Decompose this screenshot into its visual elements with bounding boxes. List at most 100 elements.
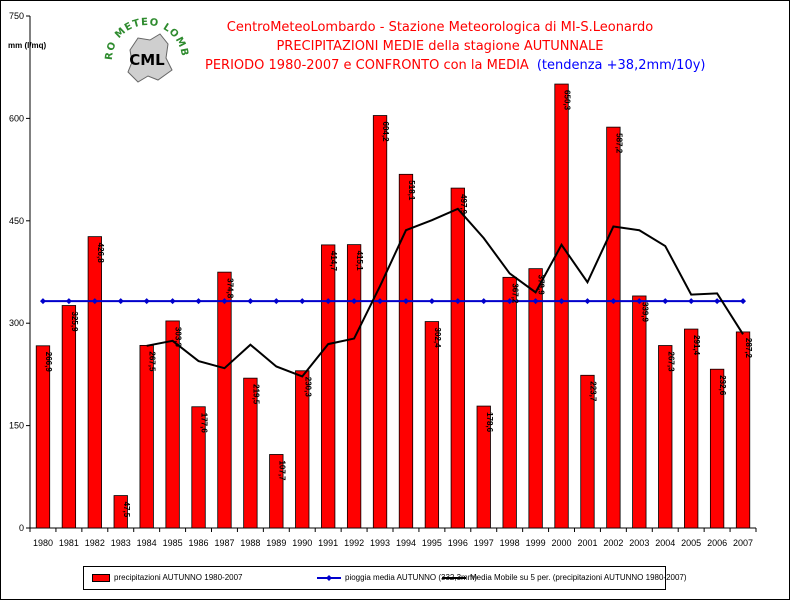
bar-value-label: 518,1 (407, 180, 416, 201)
legend-swatch-mean (317, 574, 341, 582)
legend-label: precipitazioni AUTUNNO 1980-2007 (114, 573, 243, 582)
mean-marker (39, 298, 46, 305)
mean-marker (117, 298, 124, 305)
y-tick-label: 0 (19, 523, 24, 533)
bar-1997 (476, 405, 491, 529)
bar-2002 (606, 126, 621, 529)
bar-value-label: 287,2 (744, 338, 753, 359)
mean-marker (221, 298, 228, 305)
x-tick-label: 1984 (137, 538, 157, 548)
bar-value-label: 266,9 (44, 352, 53, 373)
x-tick-label: 1987 (214, 538, 234, 548)
bar-value-label: 367,2 (511, 283, 520, 304)
y-tick-label: 150 (9, 421, 24, 431)
x-tick-label: 2006 (707, 538, 727, 548)
bar-1983 (113, 495, 128, 529)
bar-1998 (502, 276, 517, 529)
mean-marker (558, 298, 565, 305)
mean-marker (584, 298, 591, 305)
mean-marker (714, 298, 721, 305)
trend-note: (tendenza +38,2mm/10y) (536, 58, 706, 73)
bar-1988 (243, 377, 258, 529)
y-axis-label: mm (l/mq) (8, 41, 47, 50)
bar-value-label: 415,1 (355, 251, 364, 272)
x-tick-label: 2007 (733, 538, 753, 548)
x-tick-label: 2002 (603, 538, 623, 548)
bar-2000 (554, 83, 569, 529)
bar-1982 (87, 236, 102, 529)
bar-2001 (580, 374, 595, 529)
x-tick-label: 1996 (448, 538, 468, 548)
bar-1981 (61, 305, 77, 529)
mean-marker (299, 298, 306, 305)
x-tick-label: 1988 (240, 538, 260, 548)
mean-marker (610, 298, 617, 305)
y-tick-label: 600 (9, 113, 24, 123)
bar-1987 (217, 271, 232, 529)
bar-value-label: 325,9 (70, 312, 79, 333)
bar-value-label: 230,3 (303, 377, 312, 398)
period-text: PERIODO 1980-2007 e CONFRONTO con la MED… (205, 58, 529, 73)
x-tick-label: 1980 (33, 538, 53, 548)
bar-value-label: 177,6 (200, 413, 209, 434)
mean-marker (325, 298, 332, 305)
bar-value-label: 232,6 (718, 375, 727, 396)
bar-1995 (424, 321, 440, 529)
x-tick-label: 1993 (370, 538, 390, 548)
x-tick-label: 1997 (474, 538, 494, 548)
mean-marker (247, 298, 254, 305)
mean-marker (273, 298, 280, 305)
legend-label: Media Mobile su 5 per. (precipitazioni A… (470, 573, 687, 582)
bar-2007 (735, 331, 751, 529)
bar-1993 (372, 115, 388, 529)
y-tick-label: 450 (9, 216, 24, 226)
bar-2004 (658, 345, 673, 529)
x-tick-label: 1983 (111, 538, 131, 548)
x-tick-label: 1995 (422, 538, 442, 548)
bar-1991 (321, 244, 336, 529)
x-tick-label: 1990 (292, 538, 312, 548)
x-tick-label: 1991 (318, 538, 338, 548)
mean-marker (532, 298, 539, 305)
bar-value-label: 223,7 (588, 381, 597, 402)
bar-2006 (709, 368, 725, 529)
mean-marker (65, 298, 72, 305)
x-tick-label: 1989 (266, 538, 286, 548)
mean-marker (662, 298, 669, 305)
bar-1992 (346, 244, 362, 529)
bar-value-label: 107,7 (277, 460, 286, 481)
bar-2003 (632, 295, 647, 529)
mean-marker (91, 298, 98, 305)
mean-marker (143, 298, 150, 305)
mean-marker (402, 298, 409, 305)
bar-value-label: 339,9 (640, 302, 649, 323)
bar-1999 (528, 268, 543, 529)
mean-marker (428, 298, 435, 305)
mean-marker (480, 298, 487, 305)
y-tick-label: 750 (9, 11, 24, 21)
bar-value-label: 219,5 (251, 384, 260, 405)
cml-logo: CENTRO METEO LOMBARDO CML (95, 2, 194, 104)
bar-value-label: 587,2 (614, 133, 623, 154)
legend-label: pioggia media AUTUNNO (332,3mm) (345, 573, 478, 582)
bar-1990 (295, 370, 310, 529)
bar-1985 (165, 320, 180, 529)
mean-marker (195, 298, 202, 305)
bar-1994 (398, 173, 414, 529)
bar-value-label: 291,4 (692, 335, 701, 356)
moving-average-line (146, 207, 744, 378)
legend-item-media-mobile: Media Mobile su 5 per. (precipitazioni A… (442, 573, 687, 582)
x-tick-label: 1982 (85, 538, 105, 548)
chart-legend: precipitazioni AUTUNNO 1980-2007 pioggia… (83, 566, 687, 590)
bar-value-label: 426,8 (96, 243, 105, 264)
bar-value-label: 650,3 (563, 90, 572, 111)
legend-item-pioggia-media: pioggia media AUTUNNO (332,3mm) (317, 573, 477, 582)
bar-value-label: 47,5 (122, 502, 131, 518)
chart-subtitle: PRECIPITAZIONI MEDIE della stagione AUTU… (276, 39, 604, 54)
mean-marker (506, 298, 513, 305)
mean-marker (169, 298, 176, 305)
x-tick-label: 1992 (344, 538, 364, 548)
x-tick-label: 2003 (629, 538, 649, 548)
legend-item-precipitazioni: precipitazioni AUTUNNO 1980-2007 (92, 573, 243, 582)
bar-value-label: 267,3 (666, 352, 675, 373)
